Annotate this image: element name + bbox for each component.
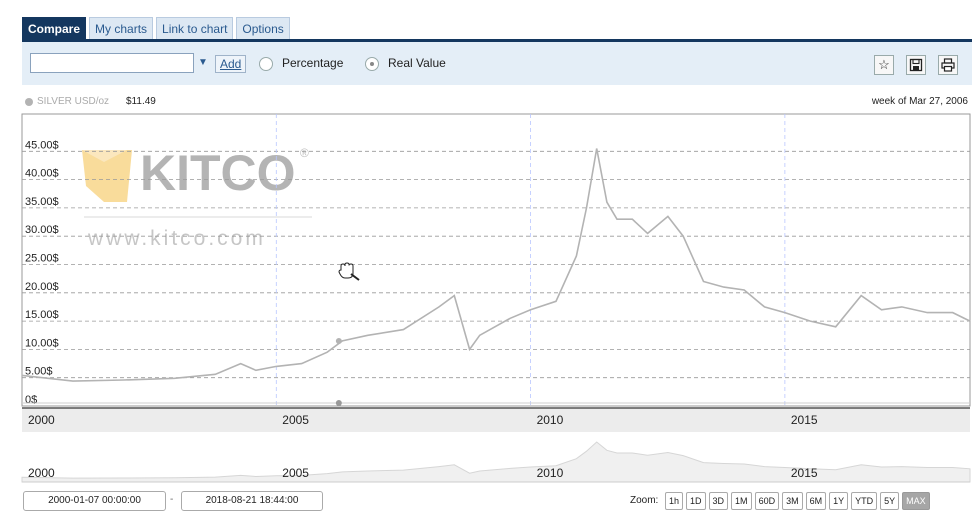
real-value-label: Real Value	[388, 56, 446, 70]
zoom-5y-button[interactable]: 5Y	[880, 492, 900, 510]
zoom-max-button[interactable]: MAX	[902, 492, 930, 510]
chart-grid	[21, 113, 971, 407]
tab-bar: Compare My charts Link to chart Options	[22, 17, 290, 39]
range-separator: -	[170, 494, 174, 505]
pan-hand-icon	[338, 262, 360, 281]
real-value-radio[interactable]	[365, 57, 379, 71]
y-tick-label: 20.00$	[25, 281, 59, 293]
navigator-x-labels: 2000 2005 2010 2015	[28, 466, 818, 480]
y-tick-label: 15.00$	[25, 309, 59, 321]
series-color-dot	[25, 98, 33, 106]
zoom-ytd-button[interactable]: YTD	[851, 492, 878, 510]
star-icon[interactable]: ☆	[874, 55, 894, 75]
tab-options[interactable]: Options	[236, 17, 290, 39]
dropdown-arrow-icon[interactable]: ▼	[198, 57, 208, 68]
symbol-input[interactable]	[30, 53, 194, 73]
zoom-1y-button[interactable]: 1Y	[829, 492, 849, 510]
series-name: SILVER USD/oz	[37, 96, 110, 107]
navigator-x-tick-label: 2005	[282, 466, 309, 480]
series-price: $11.49	[126, 96, 156, 107]
x-axis-band	[22, 408, 970, 432]
range-to-input[interactable]: 2018-08-21 18:44:00	[181, 491, 323, 511]
zoom-buttons: 1h 1D 3D 1M 60D 3M 6M 1Y YTD 5Y MAX	[665, 492, 930, 510]
y-axis-labels: 45.00$ 40.00$ 35.00$ 30.00$ 25.00$ 20.00$ 15.0…	[25, 139, 59, 406]
tab-compare[interactable]: Compare	[22, 17, 87, 39]
plot-frame	[21, 113, 971, 407]
navigator-x-tick-label: 2010	[537, 466, 564, 480]
legend-date: week of Mar 27, 2006	[871, 96, 968, 107]
y-tick-label: 25.00$	[25, 253, 59, 265]
print-icon[interactable]	[938, 55, 958, 75]
x-tick-label: 2000	[28, 413, 55, 427]
add-button[interactable]: Add	[215, 55, 247, 73]
kitco-watermark: KITCO ® www.kitco.com	[82, 145, 312, 250]
percentage-label: Percentage	[282, 56, 344, 70]
navigator-x-tick-label: 2000	[28, 466, 55, 480]
baseline-point	[335, 400, 342, 406]
range-from-input[interactable]: 2000-01-07 00:00:00	[23, 491, 166, 511]
navigator-x-tick-label: 2015	[791, 466, 818, 480]
zoom-1h-button[interactable]: 1h	[665, 492, 684, 510]
watermark-url: www.kitco.com	[87, 227, 266, 250]
zoom-6m-button[interactable]: 6M	[805, 492, 827, 510]
zoom-1m-button[interactable]: 1M	[731, 492, 752, 510]
zoom-60d-button[interactable]: 60D	[754, 492, 780, 510]
x-tick-label: 2015	[791, 413, 818, 427]
svg-text:®: ®	[300, 146, 309, 160]
watermark-brand: KITCO	[140, 145, 296, 201]
y-tick-label: 45.00$	[25, 139, 59, 151]
x-tick-label: 2010	[537, 413, 564, 427]
y-tick-label: 30.00$	[25, 224, 59, 236]
x-axis-labels: 2000 2005 2010 2015	[28, 413, 818, 427]
zoom-1d-button[interactable]: 1D	[686, 492, 706, 510]
y-tick-label: 5.00$	[25, 366, 53, 378]
zoom-3m-button[interactable]: 3M	[782, 492, 803, 510]
hover-point	[335, 337, 342, 344]
x-tick-label: 2005	[282, 413, 309, 427]
price-line	[21, 148, 971, 382]
y-tick-label: 0$	[25, 394, 37, 406]
toolbar: ▼ Add Percentage Real Value ☆	[22, 39, 972, 85]
tab-my-charts[interactable]: My charts	[89, 17, 154, 39]
percentage-radio[interactable]	[259, 57, 273, 71]
y-tick-label: 40.00$	[25, 168, 59, 180]
y-tick-label: 35.00$	[25, 196, 59, 208]
save-icon[interactable]	[906, 55, 926, 75]
tab-link-to-chart[interactable]: Link to chart	[156, 17, 234, 39]
zoom-label: Zoom:	[630, 495, 659, 506]
y-tick-label: 10.00$	[25, 337, 59, 349]
navigator-area	[21, 441, 971, 483]
zoom-3d-button[interactable]: 3D	[708, 492, 729, 510]
